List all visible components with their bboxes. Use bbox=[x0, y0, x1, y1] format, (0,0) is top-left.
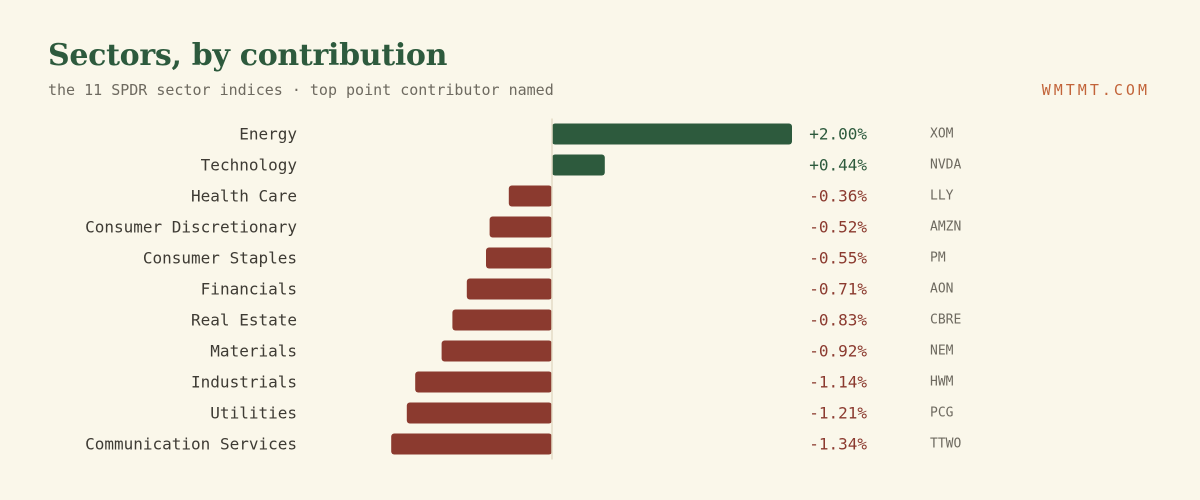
ticker-label-materials: NEM bbox=[930, 344, 954, 359]
ticker-label-real-estate: CBRE bbox=[930, 313, 961, 328]
ticker-label-energy: XOM bbox=[930, 127, 954, 142]
category-label-materials: Materials bbox=[210, 342, 297, 361]
ticker-label-technology: NVDA bbox=[930, 158, 961, 173]
ticker-label-consumer-discretionary: AMZN bbox=[930, 220, 961, 235]
ticker-label-financials: AON bbox=[930, 282, 953, 297]
bar-technology bbox=[552, 154, 605, 176]
category-label-industrials: Industrials bbox=[191, 373, 297, 392]
category-label-utilities: Utilities bbox=[210, 404, 297, 423]
ticker-label-health-care: LLY bbox=[930, 189, 954, 204]
brand-watermark: WMTMT.COM bbox=[1041, 81, 1150, 99]
bar-health-care bbox=[508, 185, 552, 207]
value-label-industrials: -1.14% bbox=[809, 373, 867, 392]
bars-layer bbox=[391, 123, 792, 455]
value-label-energy: +2.00% bbox=[809, 125, 867, 144]
ticker-label-utilities: PCG bbox=[930, 406, 954, 421]
ticker-label-communication-services: TTWO bbox=[930, 437, 961, 452]
value-label-health-care: -0.36% bbox=[809, 187, 867, 206]
bar-communication-services bbox=[391, 433, 552, 455]
bar-financials bbox=[466, 278, 552, 300]
ticker-label-industrials: HWM bbox=[930, 375, 954, 390]
bar-utilities bbox=[406, 402, 552, 424]
value-label-utilities: -1.21% bbox=[809, 404, 867, 423]
bar-consumer-staples bbox=[486, 247, 552, 269]
bar-real-estate bbox=[452, 309, 552, 331]
value-label-consumer-staples: -0.55% bbox=[809, 249, 867, 268]
ticker-labels-layer: XOM NVDA LLY AMZN PM AON CBRE NEM HWM PCG TTWO bbox=[930, 127, 961, 452]
category-labels-layer: Energy Technology Health Care Consumer Disc… bbox=[85, 125, 297, 454]
ticker-label-consumer-staples: PM bbox=[930, 251, 946, 266]
value-label-communication-services: -1.34% bbox=[809, 435, 867, 454]
value-labels-layer: +2.00% +0.44% -0.36% -0.52% -0.55% -0.71% -0.8… bbox=[809, 125, 867, 454]
bar-materials bbox=[441, 340, 552, 362]
value-label-financials: -0.71% bbox=[809, 280, 867, 299]
bar-energy bbox=[552, 123, 792, 145]
value-label-real-estate: -0.83% bbox=[809, 311, 867, 330]
chart-subtitle: the 11 SPDR sector indices · top point c… bbox=[48, 81, 554, 99]
chart-title: Sectors, by contribution bbox=[48, 38, 448, 73]
category-label-real-estate: Real Estate bbox=[191, 311, 297, 330]
category-label-consumer-staples: Consumer Staples bbox=[143, 249, 297, 268]
category-label-energy: Energy bbox=[239, 125, 297, 144]
value-label-technology: +0.44% bbox=[809, 156, 867, 175]
category-label-health-care: Health Care bbox=[191, 187, 297, 206]
category-label-communication-services: Communication Services bbox=[85, 435, 297, 454]
category-label-financials: Financials bbox=[201, 280, 297, 299]
category-label-consumer-discretionary: Consumer Discretionary bbox=[85, 218, 297, 237]
category-label-technology: Technology bbox=[201, 156, 298, 175]
value-label-materials: -0.92% bbox=[809, 342, 867, 361]
bar-consumer-discretionary bbox=[489, 216, 552, 238]
bar-industrials bbox=[415, 371, 552, 393]
value-label-consumer-discretionary: -0.52% bbox=[809, 218, 867, 237]
